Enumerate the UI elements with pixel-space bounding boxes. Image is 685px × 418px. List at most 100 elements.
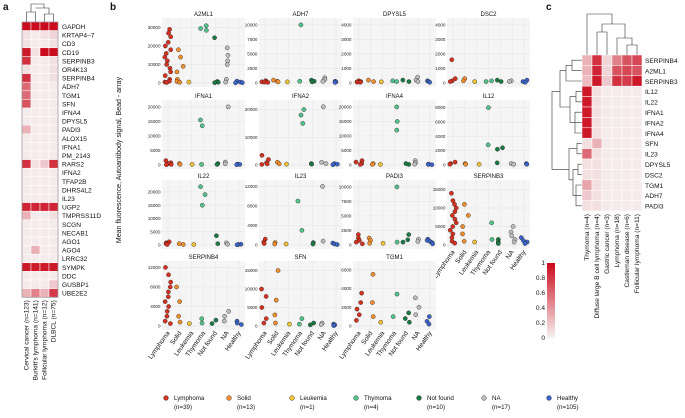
panel-c-heatmap: SERPINB4 A2ML1 SERPINB3 IL12 IL22 IFNA1 IFNA2 I… (581, 54, 678, 319)
data-point (353, 159, 359, 165)
heatmap-c-row-label: PADI3 (645, 204, 664, 211)
y-tick-label: 10000 (148, 134, 161, 139)
data-point (402, 316, 408, 321)
heatmap-a-row-label: IFNA1 (62, 144, 81, 151)
heatmap-a-cell (21, 38, 32, 49)
data-point (163, 265, 168, 270)
data-point (203, 23, 209, 28)
heatmap-c-cell (631, 169, 643, 181)
heatmap-c-cell (611, 75, 623, 87)
heatmap-c-cell (591, 137, 603, 149)
heatmap-c-cell (611, 169, 623, 181)
data-point (297, 321, 302, 327)
heatmap-c-cell (601, 127, 613, 139)
heatmap-c-cell (601, 117, 613, 129)
y-tick-label: 5000 (435, 224, 446, 229)
y-tick-label: 15000 (148, 119, 161, 124)
data-point (390, 78, 395, 84)
data-point (213, 317, 219, 323)
y-tick-label: 0 (158, 163, 161, 168)
heatmap-c-cell (621, 54, 633, 66)
heatmap-a-cell (21, 185, 32, 195)
colorbar-step (547, 288, 555, 291)
heatmap-a-cell (48, 288, 59, 298)
data-point (406, 162, 412, 167)
heatmap-a-cell (30, 271, 41, 281)
data-point (225, 52, 231, 58)
scatter-panel-serpinb4: SERPINB404000800012000LymphomaSolidLeuke… (147, 255, 245, 361)
heatmap-a-row-label: IFNA2 (62, 170, 81, 177)
colorbar-step (547, 323, 555, 326)
y-tick-label: 6000 (341, 267, 352, 272)
data-point (498, 79, 504, 84)
heatmap-a-row-label: UGP2 (62, 205, 80, 212)
scatter-panel-ifna4: IFNA4 0 5000 10000 15000 20000 (339, 94, 436, 169)
legend-item-leukemia: Leukemia (n=1) (289, 395, 327, 411)
data-point (198, 117, 203, 123)
heatmap-a-cell (39, 21, 50, 31)
data-point (495, 241, 501, 246)
heatmap-c-cell (601, 200, 613, 212)
legend-swatch (481, 395, 487, 401)
heatmap-c-cell (631, 75, 643, 87)
heatmap-a-cell (30, 81, 41, 92)
data-point (494, 160, 500, 166)
y-tick-label: 10000 (148, 62, 161, 67)
heatmap-a-cell (48, 228, 59, 238)
colorbar-step (547, 308, 555, 311)
heatmap-c-cell (611, 127, 623, 139)
data-point (509, 233, 515, 239)
heatmap-a-cell (21, 73, 32, 83)
data-point (366, 77, 371, 83)
heatmap-a-cell (39, 288, 50, 298)
heatmap-a-cell (21, 142, 32, 152)
data-point (452, 159, 458, 165)
heatmap-a-row-label: OR4K13 (62, 67, 88, 74)
data-point (356, 312, 362, 318)
data-point (511, 161, 517, 167)
heatmap-c-cell (581, 65, 593, 77)
data-point (394, 119, 400, 124)
heatmap-c-cell (591, 158, 603, 170)
heatmap-a-row-label: GAPDH (62, 24, 86, 31)
heatmap-a-cell (39, 236, 50, 246)
y-axis-label: Mean fluorescence, Autoantibody signal, … (116, 76, 123, 243)
colorbar-step (547, 285, 555, 289)
y-tick-label: 5000 (247, 52, 258, 57)
heatmap-a-cell (21, 64, 32, 74)
heatmap-a-cell (39, 210, 50, 221)
heatmap-c-cell (591, 148, 603, 160)
heatmap-c-cell (621, 179, 633, 191)
heatmap-a-cell (30, 73, 41, 83)
data-point (460, 231, 465, 237)
data-point (354, 318, 359, 323)
heatmap-a-cell (48, 210, 59, 221)
data-point (176, 241, 182, 246)
heatmap-c-cell (591, 106, 603, 118)
data-point (394, 184, 400, 190)
heatmap-a-column-label: Follicular lymphoma (n=12) (42, 300, 49, 380)
heatmap-a-cell (48, 193, 59, 203)
data-point (301, 107, 307, 112)
y-tick-label: 10000 (339, 134, 352, 139)
heatmap-a-cell (39, 279, 50, 289)
scatter-panel-title: DPYSL5 (383, 12, 407, 18)
data-point (309, 79, 315, 85)
heatmap-c-cell (581, 54, 593, 66)
heatmap-a-cell (30, 219, 41, 229)
scatter-panel-il23: IL23 0 4000 8000 12000 (245, 174, 342, 249)
data-point (405, 237, 411, 243)
heatmap-c-cell (601, 65, 613, 77)
data-point (426, 321, 432, 327)
legend-item-solid: Solid (n=13) (226, 395, 255, 411)
heatmap-a-row-label: SFN (62, 101, 75, 108)
data-point (524, 161, 530, 167)
y-tick-label: 7500 (247, 37, 258, 42)
heatmap-a-row-label: NECAB1 (62, 230, 89, 237)
heatmap-a-cell (30, 245, 41, 255)
data-point (176, 47, 181, 53)
y-tick-label: 15000 (148, 203, 161, 208)
heatmap-a-cell (21, 124, 32, 135)
heatmap-c-cell (611, 54, 623, 66)
heatmap-a-cell (21, 279, 32, 289)
